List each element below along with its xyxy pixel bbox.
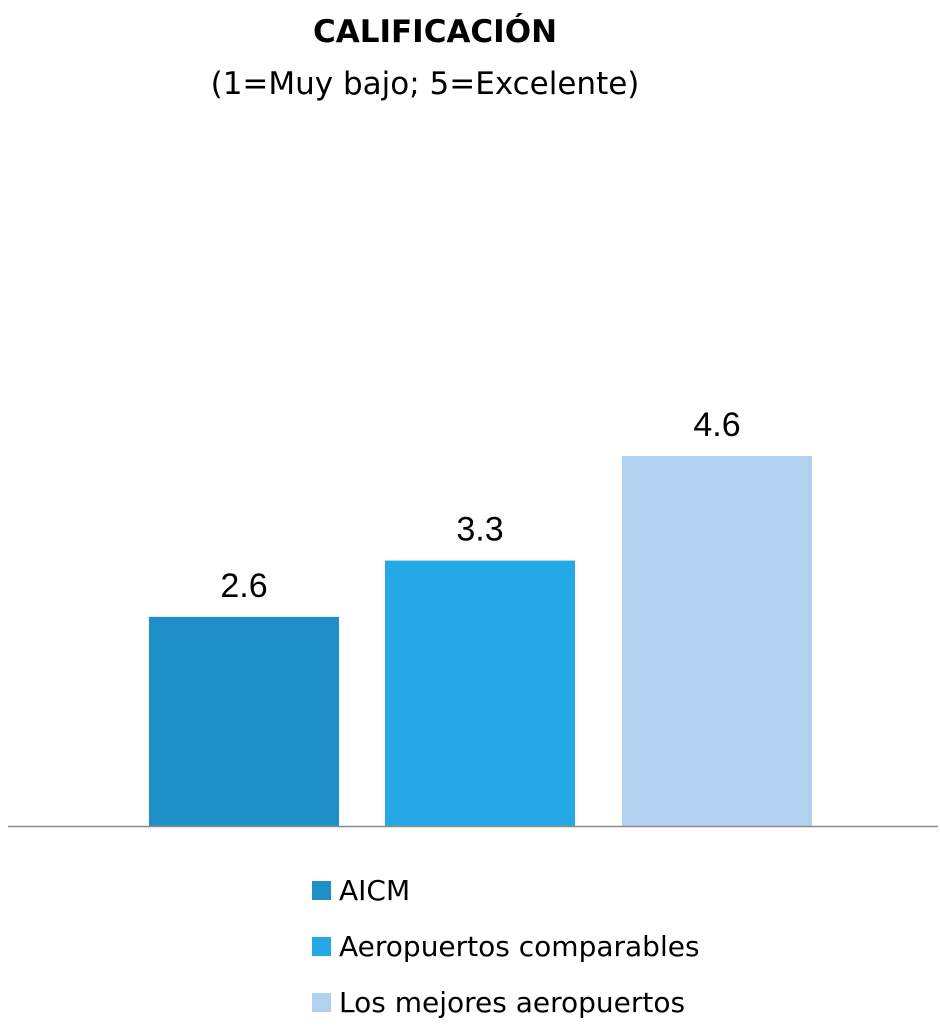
chart-subtitle: (1=Muy bajo; 5=Excelente) <box>210 66 640 102</box>
chart-legend: AICM Aeropuertos comparables Los mejores… <box>312 862 700 1030</box>
bar-chart: 2.6 3.3 4.6 <box>8 406 938 828</box>
chart-title: CALIFICACIÓN <box>312 14 558 50</box>
bar-los-mejores-aeropuertos <box>622 456 812 826</box>
bar-aicm <box>149 616 339 826</box>
legend-swatch-aeropuertos-comparables <box>312 936 331 956</box>
data-label-los-mejores-aeropuertos: 4.6 <box>693 406 740 444</box>
legend-swatch-aicm <box>312 880 331 900</box>
bar-aeropuertos-comparables <box>385 560 575 826</box>
legend-item-los-mejores-aeropuertos: Los mejores aeropuertos <box>312 974 700 1030</box>
data-label-aicm: 2.6 <box>220 567 267 605</box>
legend-label-los-mejores-aeropuertos: Los mejores aeropuertos <box>339 985 686 1019</box>
data-label-aeropuertos-comparables: 3.3 <box>456 511 503 549</box>
legend-item-aeropuertos-comparables: Aeropuertos comparables <box>312 918 700 974</box>
legend-item-aicm: AICM <box>312 862 700 918</box>
legend-swatch-los-mejores-aeropuertos <box>312 992 331 1012</box>
legend-label-aeropuertos-comparables: Aeropuertos comparables <box>339 929 700 963</box>
legend-label-aicm: AICM <box>339 873 411 907</box>
